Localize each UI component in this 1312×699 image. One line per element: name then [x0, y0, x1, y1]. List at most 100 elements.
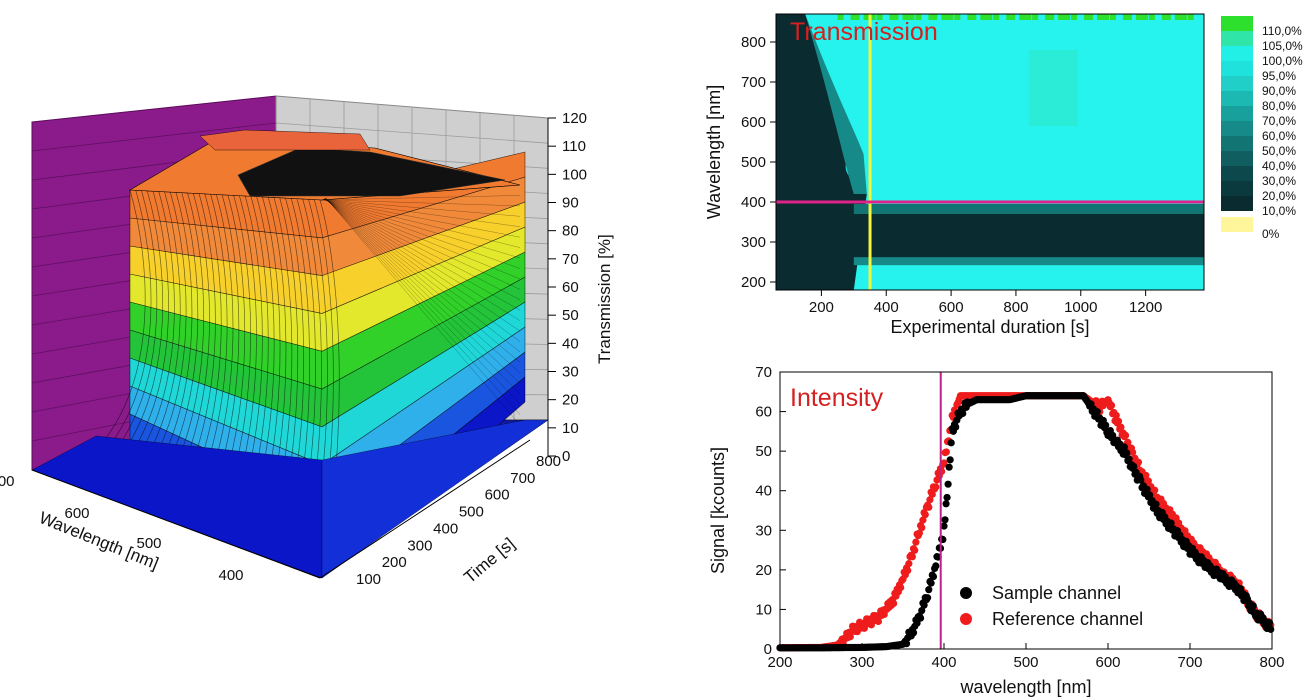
hm-x-tick-label: 1200: [1129, 299, 1162, 316]
int-x-tick-label: 200: [767, 654, 792, 671]
data-point: [1123, 449, 1131, 457]
data-point: [915, 529, 924, 537]
data-point: [919, 516, 927, 524]
z-tick-label: 40: [562, 335, 579, 352]
hm-y-tick-label: 200: [741, 274, 766, 291]
heatmap-speckle: [1071, 14, 1078, 20]
data-point: [1129, 448, 1137, 456]
z-axis-label: Transmission [%]: [595, 234, 614, 364]
heatmap-speckle: [1097, 14, 1109, 20]
series-sample: [776, 392, 1275, 652]
heatmap-speckle: [1058, 14, 1071, 20]
legend-swatch: [1221, 91, 1253, 106]
legend-swatch: [1221, 166, 1253, 181]
legend-swatch: [1221, 196, 1253, 211]
heatmap-band-edge: [853, 204, 1204, 214]
surface-mesh-line: [322, 199, 521, 238]
legend-swatch: [1221, 61, 1253, 76]
surface-mesh-line: [324, 198, 521, 332]
legend-label: 110,0%: [1262, 24, 1302, 38]
hm-y-axis-label: Wavelength [nm]: [704, 85, 724, 219]
data-point: [947, 439, 955, 447]
surface-mesh-line: [95, 189, 146, 451]
legend-label: Reference channel: [992, 609, 1143, 629]
legend-marker: [960, 587, 972, 599]
heatmap-speckle: [1122, 14, 1132, 20]
z-tick-label: 120: [562, 110, 587, 127]
z-tick-label: 50: [562, 307, 579, 324]
legend-label: 0%: [1262, 227, 1280, 241]
hm-x-tick-label: 200: [809, 299, 834, 316]
data-point: [945, 463, 953, 471]
hm-y-tick-label: 700: [741, 74, 766, 91]
hm-x-tick-label: 600: [939, 299, 964, 316]
legend-label: 90,0%: [1262, 84, 1296, 98]
surface-mesh-line: [143, 192, 187, 478]
surface-mesh-line: [324, 198, 521, 353]
data-point: [1093, 408, 1101, 416]
y-axis-line: [319, 439, 531, 579]
heatmap-axes: 200 400 600 800 1000 1200 200 300 400 500 600 700 80…: [704, 13, 1205, 337]
surface-mesh-line: [324, 198, 521, 363]
legend-swatch: [1221, 181, 1253, 196]
heatmap-colorbar-legend: 110,0%105,0%100,0%95,0%90,0%80,0%70,0%60…: [1221, 16, 1303, 241]
data-point: [946, 456, 954, 464]
data-point: [1120, 443, 1128, 451]
surface-floor-right: [321, 419, 549, 579]
heatmap-speckle: [1174, 14, 1187, 20]
surface-mesh-line: [322, 199, 521, 227]
surface-mesh-line: [322, 199, 521, 207]
hm-y-tick-label: 500: [741, 154, 766, 171]
x-tick-label: 500: [136, 535, 161, 552]
legend-swatch: [1221, 217, 1253, 232]
heatmap-speckle: [915, 14, 922, 20]
legend-label: 50,0%: [1262, 144, 1296, 158]
data-point: [924, 594, 932, 602]
hm-x-axis-label: Experimental duration [s]: [890, 317, 1089, 337]
surface-mesh-line: [325, 198, 521, 384]
surface-mesh-line: [322, 195, 521, 201]
data-point: [1134, 458, 1143, 466]
data-point: [1144, 477, 1152, 485]
int-x-tick-label: 800: [1259, 654, 1284, 671]
heatmap-speckle: [837, 14, 844, 20]
data-point: [904, 567, 912, 575]
data-point: [1267, 625, 1275, 633]
x-tick-label: 700: [0, 473, 15, 490]
surface-mesh-line: [321, 184, 521, 201]
surface-mesh-line: [324, 198, 521, 374]
y-tick-label: 100: [356, 571, 381, 588]
int-title: Intensity: [790, 384, 884, 412]
surface-mesh-line: [325, 197, 521, 426]
int-y-tick-label: 0: [764, 641, 772, 658]
surface-mesh-line: [323, 198, 521, 280]
surface-plot-area: [31, 95, 549, 579]
z-tick-label: 0: [562, 448, 570, 465]
surface-mesh-line: [325, 198, 521, 405]
heatmap-speckle: [941, 14, 954, 20]
int-x-tick-label: 300: [849, 654, 874, 671]
y-tick-label: 400: [433, 520, 458, 537]
legend-label: 100,0%: [1262, 54, 1303, 68]
data-point: [1102, 421, 1110, 429]
data-point: [1121, 431, 1130, 439]
heatmap-band-edge: [853, 257, 1204, 266]
data-point: [1130, 462, 1138, 471]
z-tick-label: 80: [562, 223, 579, 240]
z-tick-label: 90: [562, 195, 579, 212]
heatmap-speckle: [1148, 14, 1155, 20]
surface-mesh-line: [325, 198, 521, 394]
data-point: [912, 538, 920, 546]
hm-y-tick-label: 300: [741, 234, 766, 251]
surface-mesh-line: [129, 191, 175, 470]
int-y-tick-label: 60: [755, 404, 772, 421]
legend-swatch: [1221, 106, 1253, 121]
z-tick-label: 20: [562, 392, 579, 409]
data-point: [932, 562, 940, 570]
surface-mesh-line: [102, 190, 152, 455]
int-x-tick-label: 600: [1095, 654, 1120, 671]
surface-mesh-line: [323, 198, 521, 290]
legend-label: Sample channel: [992, 583, 1121, 603]
data-point: [1107, 401, 1116, 410]
